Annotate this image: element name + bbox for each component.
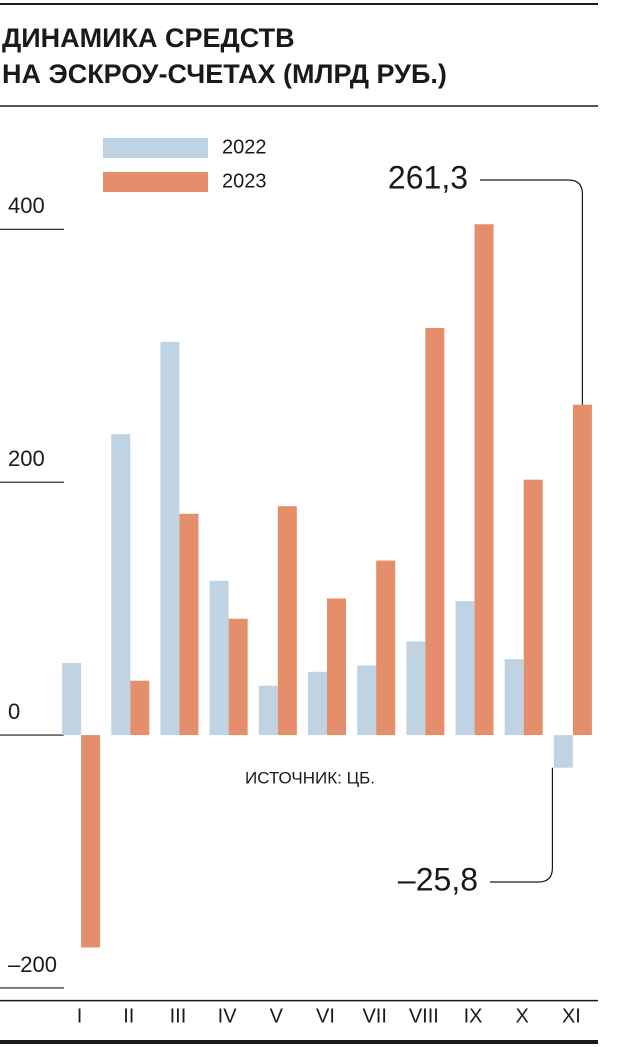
legend-label: 2023: [222, 170, 267, 192]
x-tick-label: XI: [562, 1005, 581, 1027]
x-tick-label: I: [77, 1005, 83, 1027]
y-tick-label: 400: [8, 193, 45, 218]
bar: [277, 506, 297, 736]
bar: [553, 735, 573, 768]
bar: [130, 680, 150, 736]
bar: [111, 434, 131, 736]
y-tick-label: 200: [8, 446, 45, 471]
x-tick-label: VI: [316, 1005, 335, 1027]
legend-swatch: [103, 172, 208, 192]
bar: [228, 618, 248, 736]
bar: [258, 685, 278, 736]
x-tick-label: IV: [218, 1005, 238, 1027]
bar: [179, 513, 199, 736]
bar: [406, 641, 426, 736]
bar: [209, 580, 229, 736]
x-tick-label: V: [270, 1005, 284, 1027]
legend-label: 2022: [222, 136, 267, 158]
chart-title: ДИНАМИКА СРЕДСТВ: [2, 23, 295, 53]
bar: [376, 560, 396, 736]
bar: [81, 735, 101, 948]
bar: [425, 327, 445, 736]
chart-title: НА ЭСКРОУ-СЧЕТАХ (МЛРД РУБ.): [2, 59, 447, 89]
value-label: –25,8: [398, 861, 478, 897]
value-label: 261,3: [388, 159, 468, 195]
x-tick-label: VII: [362, 1005, 386, 1027]
x-tick-label: II: [123, 1005, 134, 1027]
y-tick-label: 0: [8, 699, 20, 724]
bar: [572, 404, 592, 736]
bar: [504, 659, 524, 736]
x-tick-label: III: [170, 1005, 187, 1027]
bar: [327, 598, 346, 736]
legend-swatch: [103, 138, 208, 158]
bar: [308, 671, 327, 736]
bar: [474, 224, 494, 736]
bar: [160, 341, 180, 736]
x-tick-label: VIII: [409, 1005, 439, 1027]
leader-line: [490, 767, 554, 883]
source-note: ИСТОЧНИК: ЦБ.: [245, 768, 375, 787]
leader-line: [480, 179, 584, 405]
y-tick-label: –200: [8, 952, 57, 977]
bar: [455, 601, 475, 736]
x-tick-label: X: [516, 1005, 529, 1027]
x-tick-label: IX: [464, 1005, 483, 1027]
bar: [357, 665, 377, 736]
bar: [523, 479, 543, 736]
bar: [62, 662, 82, 736]
